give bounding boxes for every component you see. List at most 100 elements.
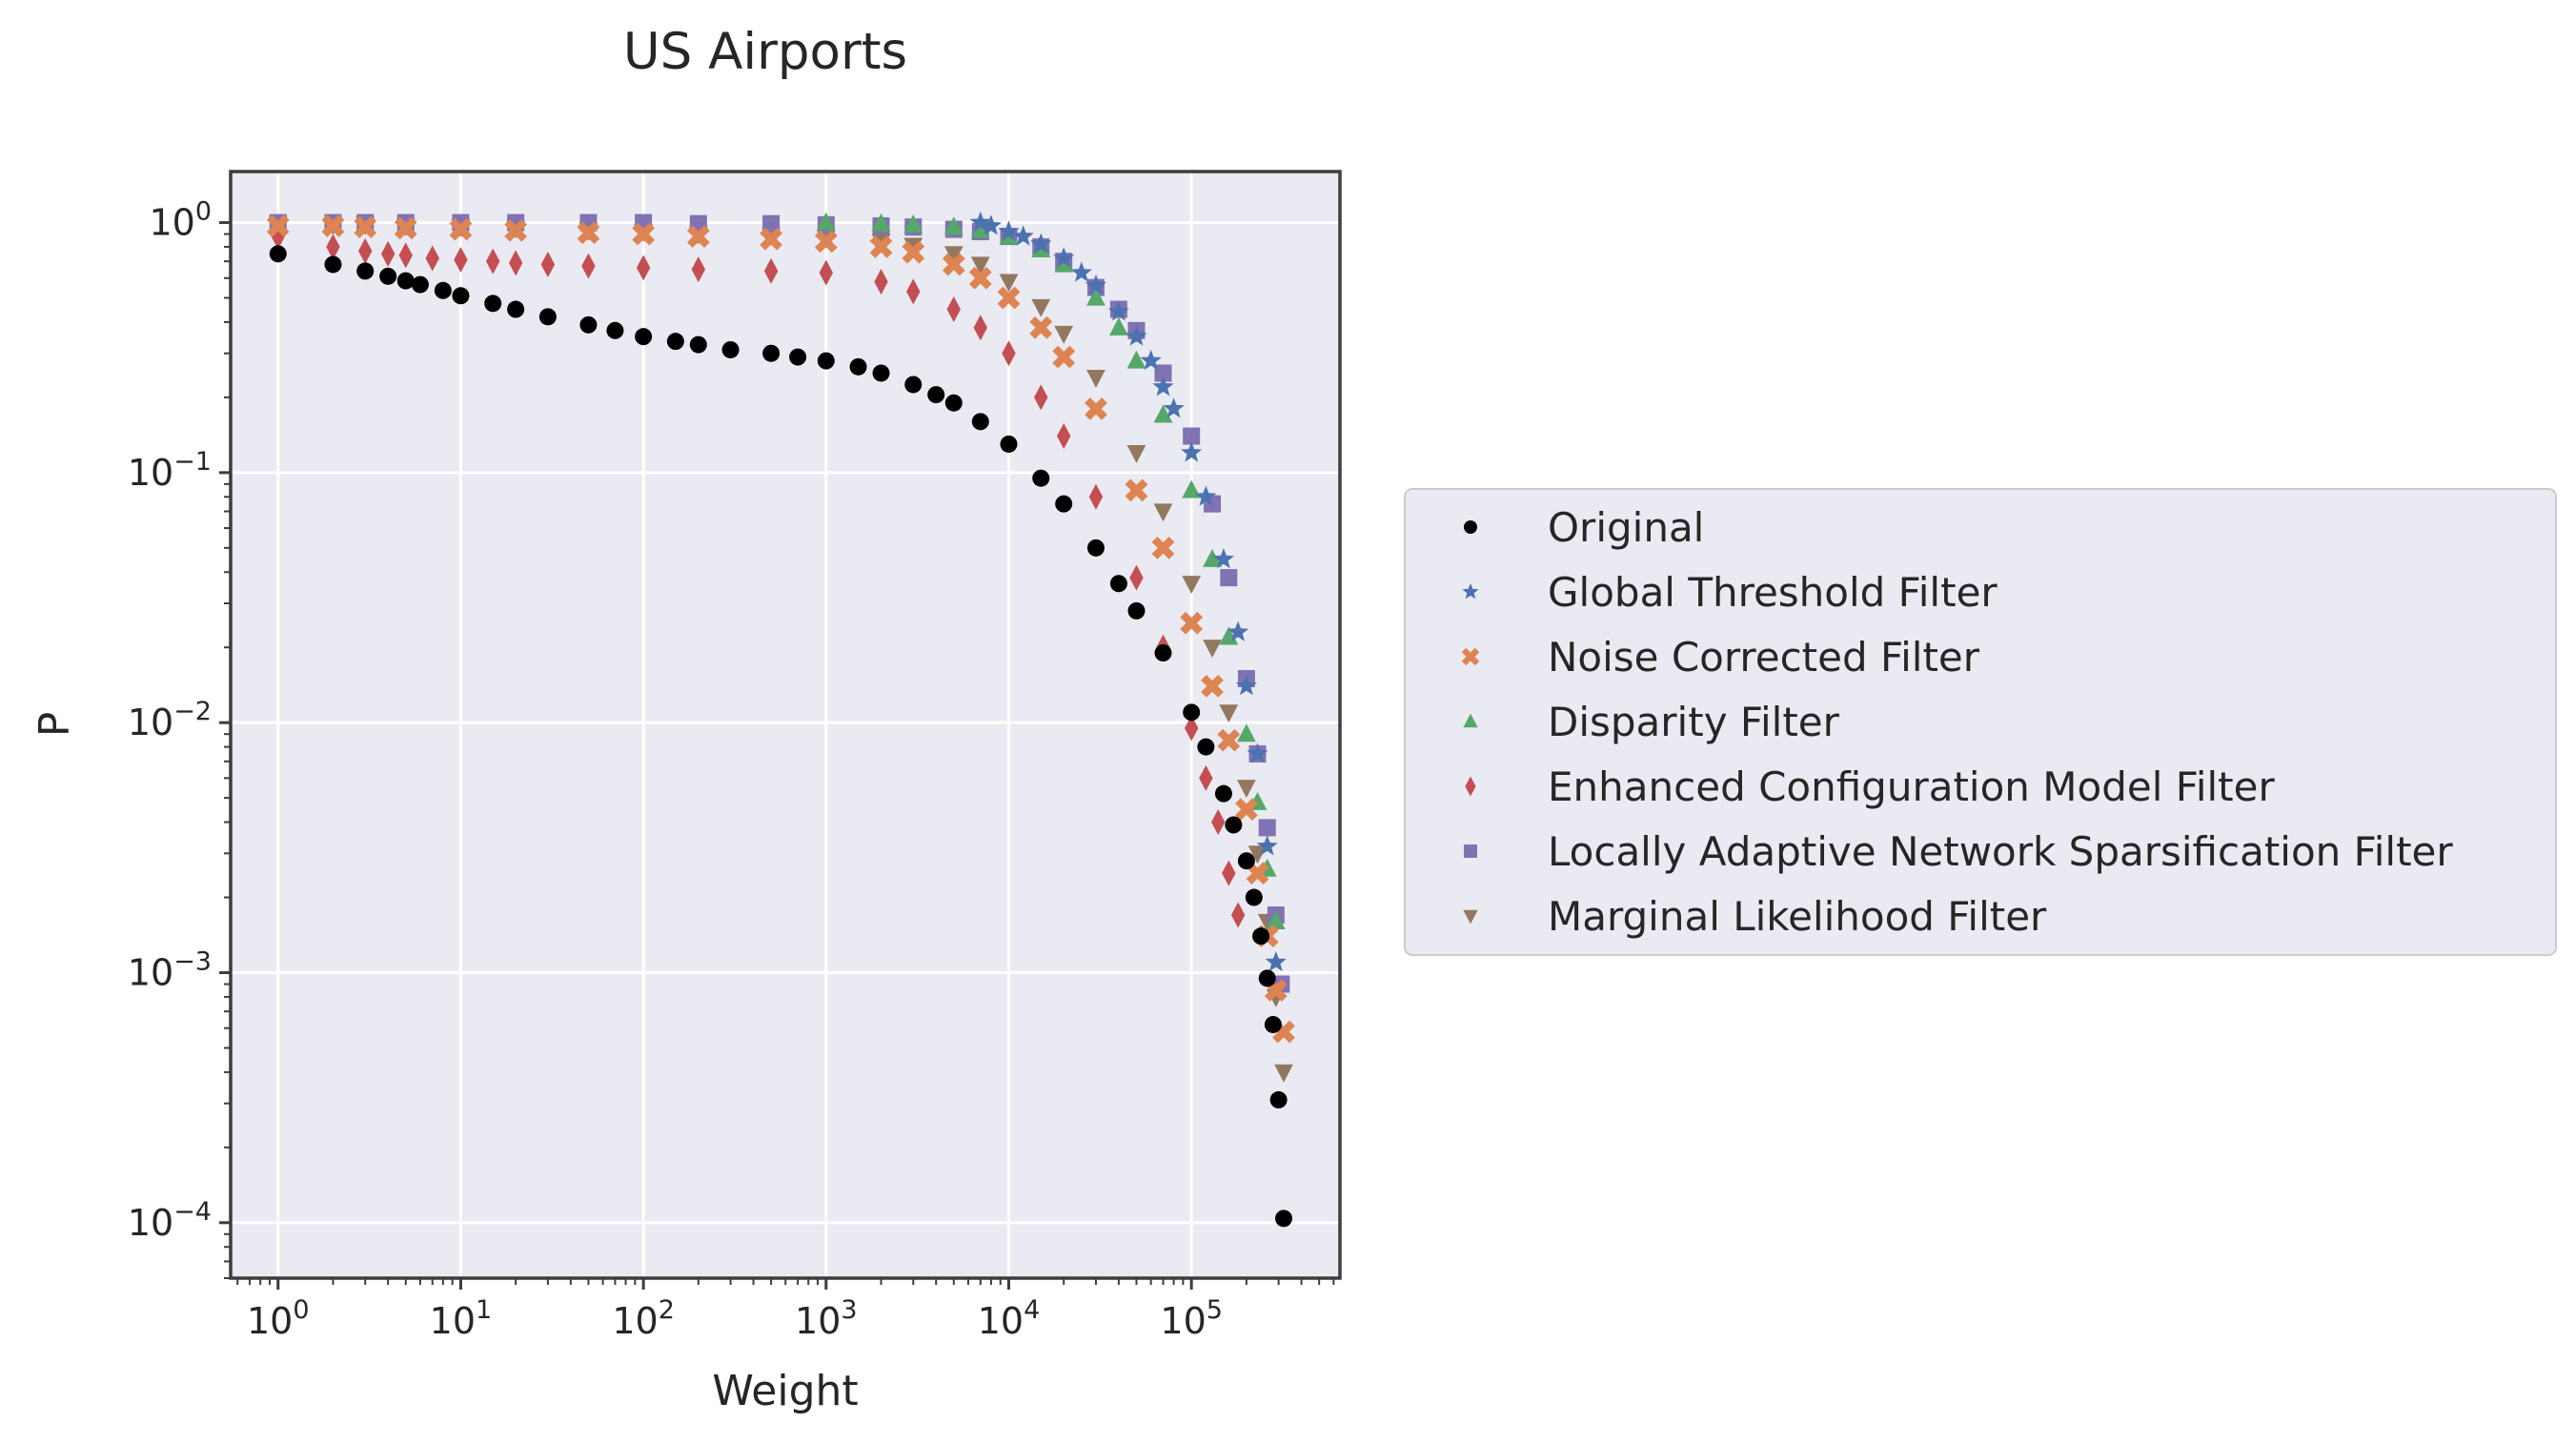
- axes-layer: 100 101 102 103 104 105 100 10−1 10−2 10−3 10−4: [128, 197, 1335, 1342]
- data-point: [819, 259, 834, 286]
- data-point: [1012, 225, 1034, 246]
- data-point: [1184, 715, 1199, 742]
- data-point: [1237, 852, 1255, 870]
- data-point: [577, 221, 600, 245]
- data-point: [1086, 539, 1105, 557]
- data-point: [1054, 325, 1074, 344]
- data-point: [816, 212, 836, 231]
- y-axis-label: P: [30, 712, 79, 738]
- data-point: [434, 281, 452, 299]
- data-point: [943, 216, 963, 235]
- data-point: [1031, 298, 1051, 317]
- data-point: [946, 296, 961, 323]
- data-point: [411, 275, 429, 294]
- data-point: [1199, 764, 1213, 791]
- data-point: [1201, 674, 1224, 698]
- data-point: [379, 267, 397, 285]
- data-point: [1266, 911, 1286, 930]
- x-axis-label: Weight: [712, 1367, 858, 1415]
- data-point: [1126, 350, 1146, 369]
- data-point: [762, 344, 781, 362]
- data-point: [1212, 548, 1235, 569]
- data-point: [321, 214, 345, 237]
- data-point: [971, 413, 989, 431]
- data-point: [266, 214, 290, 237]
- data-point: [762, 214, 781, 233]
- data-point: [1180, 611, 1204, 635]
- data-point: [1225, 816, 1243, 834]
- data-point: [869, 235, 893, 258]
- data-point: [904, 376, 923, 394]
- data-point: [721, 340, 740, 358]
- data-point: [1236, 723, 1256, 742]
- data-point: [398, 242, 413, 269]
- data-point: [425, 245, 439, 272]
- data-point: [1181, 441, 1203, 462]
- data-point: [507, 300, 525, 318]
- data-point: [1152, 376, 1174, 397]
- data-point: [1153, 503, 1173, 522]
- legend-marker: [1465, 776, 1476, 797]
- data-point: [1109, 316, 1128, 336]
- data-point: [1125, 478, 1148, 502]
- x-tick-label: 105: [1160, 1295, 1223, 1342]
- data-point: [540, 251, 556, 277]
- data-point: [1245, 888, 1263, 906]
- legend-marker: [1463, 909, 1478, 925]
- data-point: [1220, 569, 1238, 587]
- data-point: [1154, 644, 1172, 662]
- data-point: [872, 364, 890, 382]
- data-point: [1126, 325, 1147, 346]
- data-point: [1235, 675, 1257, 696]
- data-point: [1052, 345, 1076, 369]
- data-point: [449, 217, 473, 241]
- data-point: [1227, 620, 1249, 641]
- data-point: [1235, 798, 1258, 822]
- data-point: [980, 214, 1002, 235]
- data-point: [486, 248, 500, 275]
- data-point: [579, 315, 598, 334]
- data-point: [1030, 233, 1052, 254]
- x-tick-label: 103: [795, 1295, 858, 1342]
- data-point: [1109, 575, 1127, 593]
- data-point: [1088, 483, 1104, 510]
- legend-label: Locally Adaptive Network Sparsification …: [1548, 828, 2453, 875]
- data-point: [1182, 576, 1202, 595]
- data-point: [606, 321, 624, 339]
- data-point: [760, 227, 782, 251]
- data-point: [356, 262, 375, 280]
- y-tick-label: 10−2: [128, 697, 212, 743]
- data-point: [1214, 784, 1232, 803]
- data-point: [324, 255, 342, 274]
- data-point: [635, 328, 653, 346]
- legend-marker: [1461, 647, 1480, 666]
- data-point: [504, 218, 528, 242]
- data-point: [1000, 435, 1018, 453]
- legend-label: Noise Corrected Filter: [1548, 634, 1980, 681]
- data-point: [508, 250, 523, 276]
- data-point: [689, 336, 707, 354]
- data-point: [1236, 780, 1256, 799]
- data-point: [1258, 969, 1276, 987]
- data-point: [1055, 495, 1073, 513]
- data-point: [1002, 340, 1016, 367]
- data-series-layer: [266, 211, 1295, 1228]
- y-tick-label: 10−1: [128, 447, 212, 494]
- data-point: [1163, 397, 1185, 418]
- data-point: [1126, 444, 1146, 463]
- data-point: [942, 253, 965, 276]
- data-point: [1203, 640, 1222, 659]
- legend-label: Global Threshold Filter: [1548, 569, 1998, 616]
- series-global-threshold-filter: [969, 211, 1287, 972]
- data-point: [1219, 704, 1239, 723]
- data-point: [396, 272, 415, 290]
- data-point: [943, 246, 963, 265]
- series-original: [269, 245, 1293, 1228]
- legend-box: [1404, 488, 2557, 956]
- data-point: [632, 222, 655, 246]
- data-point: [691, 256, 706, 283]
- x-tick-label: 102: [612, 1295, 675, 1342]
- data-point: [1153, 404, 1173, 423]
- data-point: [394, 216, 417, 240]
